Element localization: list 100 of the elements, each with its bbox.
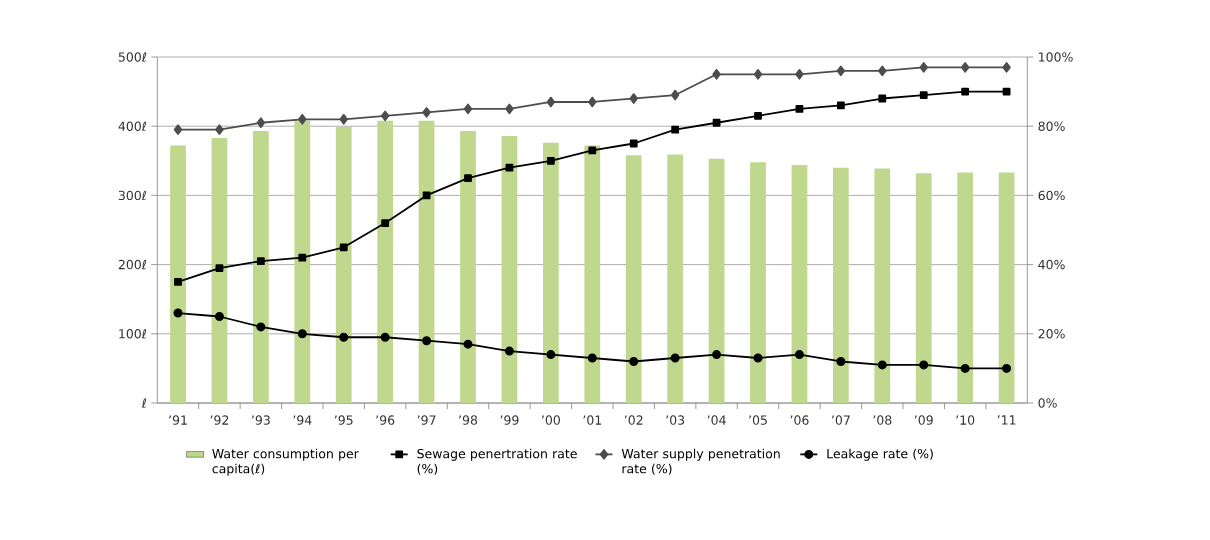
legend-label: Sewage penertration rate (%) xyxy=(417,448,577,475)
bar xyxy=(667,154,684,403)
point xyxy=(546,350,556,360)
point xyxy=(961,87,970,96)
point xyxy=(587,353,597,363)
x-tick-label: ’04 xyxy=(707,415,726,425)
point xyxy=(298,113,307,125)
bar xyxy=(460,131,476,403)
point xyxy=(505,163,514,172)
bar xyxy=(294,120,311,403)
x-tick-label: ’00 xyxy=(542,415,560,425)
point xyxy=(546,156,555,165)
bar xyxy=(584,145,601,403)
x-tick-label: ’97 xyxy=(417,415,436,425)
x-tick-label: ’91 xyxy=(169,415,187,425)
x-tick-label: ’10 xyxy=(956,415,975,425)
x-tick-label: ’01 xyxy=(583,415,602,425)
point xyxy=(215,124,224,135)
point xyxy=(339,113,348,125)
point xyxy=(836,356,846,366)
point xyxy=(214,312,224,321)
point xyxy=(670,89,680,101)
y2-tick-label: 60% xyxy=(1038,190,1065,201)
bar xyxy=(957,172,974,403)
bar xyxy=(750,162,766,403)
bar xyxy=(170,145,186,403)
point xyxy=(380,110,390,122)
bar xyxy=(791,164,808,403)
y2-tick-label: 0% xyxy=(1038,398,1057,408)
bar xyxy=(708,158,725,403)
point xyxy=(753,68,763,80)
point xyxy=(339,243,348,252)
x-tick-label: ’98 xyxy=(459,415,478,425)
bar xyxy=(377,120,394,403)
point xyxy=(712,118,721,127)
x-tick-label: ’02 xyxy=(624,415,643,425)
point xyxy=(463,339,473,349)
point xyxy=(1002,62,1011,73)
y-tick-label: 100ℓ xyxy=(119,329,147,339)
x-tick-label: ’96 xyxy=(376,415,395,425)
point xyxy=(546,96,556,108)
y2-tick-label: 20% xyxy=(1038,329,1065,339)
x-tick-label: ’99 xyxy=(500,415,519,425)
point xyxy=(795,104,804,113)
point xyxy=(215,264,224,272)
point xyxy=(794,350,804,360)
point xyxy=(753,353,763,363)
y2-tick-label: 40% xyxy=(1038,259,1065,270)
point xyxy=(298,253,307,262)
point xyxy=(671,125,680,134)
point xyxy=(588,146,597,155)
bar xyxy=(833,167,849,403)
y-tick-label: 500ℓ xyxy=(118,52,147,62)
y2-tick-label: 80% xyxy=(1038,121,1065,131)
x-tick-label: ’95 xyxy=(334,415,353,425)
point xyxy=(878,94,887,103)
bar xyxy=(542,142,559,403)
point xyxy=(256,117,266,129)
point xyxy=(422,107,431,118)
point xyxy=(381,219,390,227)
bar xyxy=(874,168,891,403)
bar xyxy=(998,172,1015,403)
x-tick-label: ’92 xyxy=(210,415,229,425)
point xyxy=(878,65,887,77)
point xyxy=(422,191,431,200)
point xyxy=(464,174,472,182)
point xyxy=(960,62,970,73)
x-tick-label: ’93 xyxy=(252,415,270,425)
point xyxy=(256,257,265,266)
legend-label: Water consumption per capita(ℓ) xyxy=(212,448,359,476)
x-tick-label: ’09 xyxy=(914,415,933,425)
y-tick-label: 200ℓ xyxy=(118,259,147,270)
point xyxy=(712,350,722,360)
point xyxy=(505,103,514,115)
bar xyxy=(252,131,269,403)
legend-label: Water supply penetration rate (%) xyxy=(621,448,780,475)
y2-tick-label: 100% xyxy=(1039,52,1073,62)
x-tick-label: ’03 xyxy=(666,415,685,425)
x-tick-label: ’08 xyxy=(873,415,892,425)
point xyxy=(712,68,721,80)
x-tick-label: ’06 xyxy=(790,415,809,425)
bar xyxy=(335,126,352,403)
point xyxy=(960,363,970,373)
point xyxy=(836,65,846,77)
point xyxy=(629,139,638,148)
y-tick-label: 300ℓ xyxy=(118,190,147,201)
y-tick-label: 400ℓ xyxy=(118,121,147,131)
point xyxy=(919,62,928,73)
point xyxy=(380,332,390,342)
bar xyxy=(625,155,642,403)
bar xyxy=(915,173,932,403)
x-tick-label: ’11 xyxy=(997,415,1016,425)
x-tick-label: ’07 xyxy=(832,415,850,425)
legend-label: Leakage rate (%) xyxy=(827,448,933,461)
point xyxy=(1002,363,1012,373)
point xyxy=(173,308,183,318)
point xyxy=(463,103,473,115)
point xyxy=(919,91,928,99)
point xyxy=(629,356,639,366)
point xyxy=(919,360,929,370)
